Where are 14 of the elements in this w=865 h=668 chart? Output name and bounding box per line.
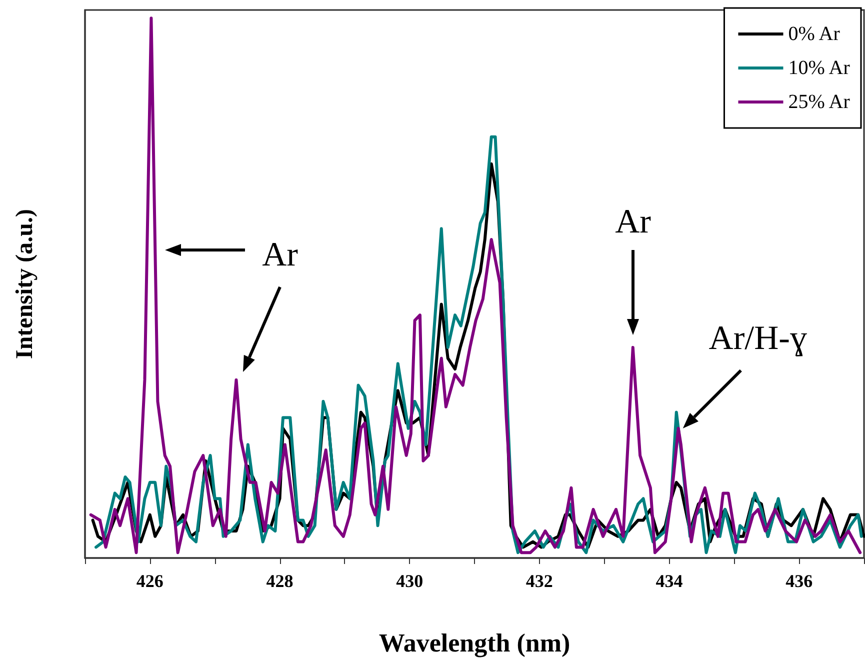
x-tick-label: 428 bbox=[266, 571, 294, 591]
x-tick-label: 430 bbox=[396, 571, 424, 591]
x-tick-label: 426 bbox=[136, 571, 164, 591]
x-tick-label: 436 bbox=[786, 571, 813, 591]
legend-label: 10% Ar bbox=[788, 57, 850, 79]
legend-label: 0% Ar bbox=[788, 23, 840, 45]
y-axis-title: Intensity (a.u.) bbox=[12, 208, 38, 360]
legend-label: 25% Ar bbox=[788, 91, 850, 113]
x-axis-title: Wavelength (nm) bbox=[378, 628, 570, 658]
annotation: Ar bbox=[262, 236, 299, 274]
annotation: Ar bbox=[615, 204, 652, 240]
x-tick-label: 432 bbox=[526, 571, 553, 591]
annotation: Ar/H-ɣ bbox=[708, 320, 807, 357]
x-tick-label: 434 bbox=[656, 571, 683, 591]
